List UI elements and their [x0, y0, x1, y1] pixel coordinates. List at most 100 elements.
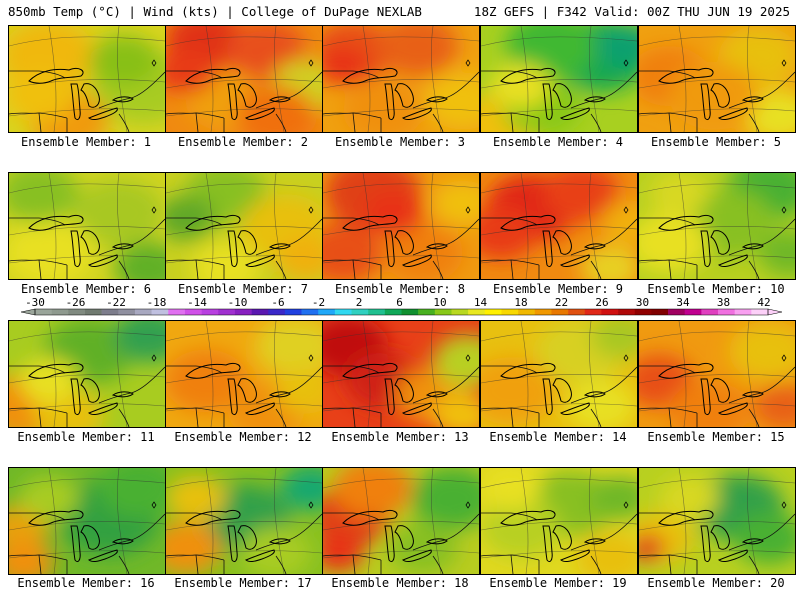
- colorbar-segment: [118, 309, 136, 315]
- height-contour: [481, 226, 637, 236]
- header-valid-time: 18Z GEFS | F342 Valid: 00Z THU JUN 19 20…: [473, 4, 790, 19]
- colorbar-left-arrow: [20, 308, 36, 316]
- station-marker-icon: [151, 501, 157, 509]
- colorbar-tick-label: 38: [717, 296, 730, 309]
- great-lake-outline: [394, 83, 414, 108]
- height-contour: [639, 374, 795, 384]
- colorbar-segment: [551, 309, 569, 315]
- state-border: [275, 113, 287, 132]
- height-contour: [589, 468, 600, 574]
- height-contour: [589, 173, 600, 279]
- state-border: [9, 217, 66, 226]
- great-lake-outline: [658, 68, 714, 84]
- height-contour: [323, 331, 479, 342]
- state-border: [166, 512, 223, 521]
- temperature-field-region: [9, 219, 94, 279]
- state-border: [38, 554, 42, 574]
- great-lake-outline: [741, 96, 764, 103]
- great-lake-outline: [425, 391, 448, 398]
- temperature-map: [166, 173, 322, 279]
- great-lake-outline: [559, 549, 590, 563]
- height-contour: [481, 36, 637, 47]
- height-contour: [747, 173, 758, 279]
- colorbar-tick-label: 22: [555, 296, 568, 309]
- height-contour: [323, 550, 479, 559]
- ensemble-member-label: Ensemble Member: 16: [17, 576, 155, 590]
- great-lake-outline: [542, 83, 553, 121]
- station-marker-icon: [623, 59, 629, 67]
- ensemble-member-label: Ensemble Member: 7: [177, 282, 309, 296]
- state-border: [195, 112, 199, 132]
- colorbar-tick-label: -10: [228, 296, 248, 309]
- temperature-field-region: [323, 534, 363, 572]
- state-border: [748, 408, 760, 427]
- temperature-field-region: [576, 531, 637, 574]
- state-border: [668, 259, 672, 279]
- great-lake-outline: [87, 254, 118, 268]
- station-marker-icon: [465, 354, 471, 362]
- height-contour: [323, 403, 479, 412]
- height-contour: [166, 550, 322, 559]
- great-lake-outline: [342, 363, 398, 379]
- great-lake-outline: [559, 402, 590, 416]
- height-contour: [117, 173, 128, 279]
- great-lake-outline: [268, 391, 291, 398]
- temperature-field-region: [433, 393, 479, 427]
- great-lake-outline: [268, 243, 291, 250]
- temperature-map: [166, 468, 322, 574]
- great-lake-outline: [185, 510, 241, 526]
- ensemble-map-panel: [165, 320, 323, 428]
- height-contour: [205, 26, 214, 132]
- height-contour: [166, 79, 322, 89]
- temperature-field-region: [323, 223, 383, 279]
- temperature-map: [323, 173, 479, 279]
- height-contour: [48, 173, 57, 279]
- height-contour: [48, 321, 57, 427]
- colorbar-segment: [651, 309, 669, 315]
- colorbar-right-arrow: [767, 308, 783, 316]
- colorbar-tick-label: 2: [356, 296, 363, 309]
- great-lake-outline: [717, 549, 748, 563]
- great-lake-outline: [80, 230, 100, 255]
- colorbar-segment: [518, 309, 536, 315]
- great-lake-outline: [500, 68, 556, 84]
- height-contour: [9, 108, 165, 117]
- great-lake-outline: [237, 230, 257, 255]
- height-contour: [323, 255, 479, 264]
- ensemble-map-panel: [8, 25, 166, 133]
- ensemble-member-label: Ensemble Member: 8: [334, 282, 466, 296]
- state-border: [510, 407, 514, 427]
- temperature-field-region: [9, 540, 54, 574]
- state-border: [748, 113, 760, 132]
- station-marker-icon: [465, 59, 471, 67]
- station-marker-icon: [781, 206, 787, 214]
- height-contour: [166, 331, 322, 342]
- temperature-field-region: [649, 173, 709, 216]
- temperature-field-region: [74, 179, 164, 247]
- temperature-field-region: [166, 349, 248, 413]
- temperature-map: [639, 173, 795, 279]
- ensemble-map-panel: [322, 172, 480, 280]
- state-border: [639, 70, 696, 79]
- header-title: 850mb Temp (°C) | Wind (kts) | College o…: [8, 4, 422, 19]
- ensemble-map-panel: [480, 172, 638, 280]
- great-lake-outline: [28, 363, 84, 379]
- temperature-field-region: [601, 200, 637, 246]
- great-lake-outline: [559, 107, 590, 121]
- height-contour: [639, 521, 795, 531]
- state-border: [481, 70, 538, 79]
- height-contour: [323, 374, 479, 384]
- ensemble-map-panel: [8, 320, 166, 428]
- state-border: [639, 365, 696, 374]
- great-lake-outline: [227, 83, 238, 121]
- state-border: [481, 365, 538, 374]
- state-border: [323, 512, 380, 521]
- height-contour: [9, 331, 165, 342]
- state-border: [166, 70, 223, 79]
- temperature-field-region: [114, 321, 165, 363]
- great-lake-outline: [237, 525, 257, 550]
- station-marker-icon: [781, 59, 787, 67]
- colorbar-tick-label: -6: [271, 296, 284, 309]
- height-contour: [639, 403, 795, 412]
- state-border: [432, 408, 444, 427]
